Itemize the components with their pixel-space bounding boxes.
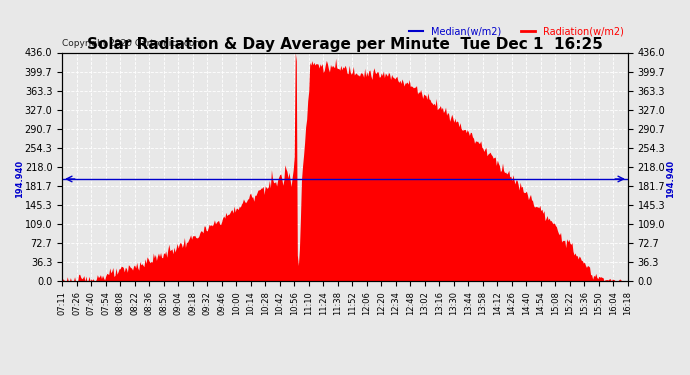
Text: Copyright 2020 Cartronics.com: Copyright 2020 Cartronics.com	[62, 39, 204, 48]
Legend: Median(w/m2), Radiation(w/m2): Median(w/m2), Radiation(w/m2)	[405, 23, 628, 40]
Text: 194.940: 194.940	[666, 160, 675, 198]
Text: 194.940: 194.940	[15, 160, 24, 198]
Title: Solar Radiation & Day Average per Minute  Tue Dec 1  16:25: Solar Radiation & Day Average per Minute…	[87, 38, 603, 52]
